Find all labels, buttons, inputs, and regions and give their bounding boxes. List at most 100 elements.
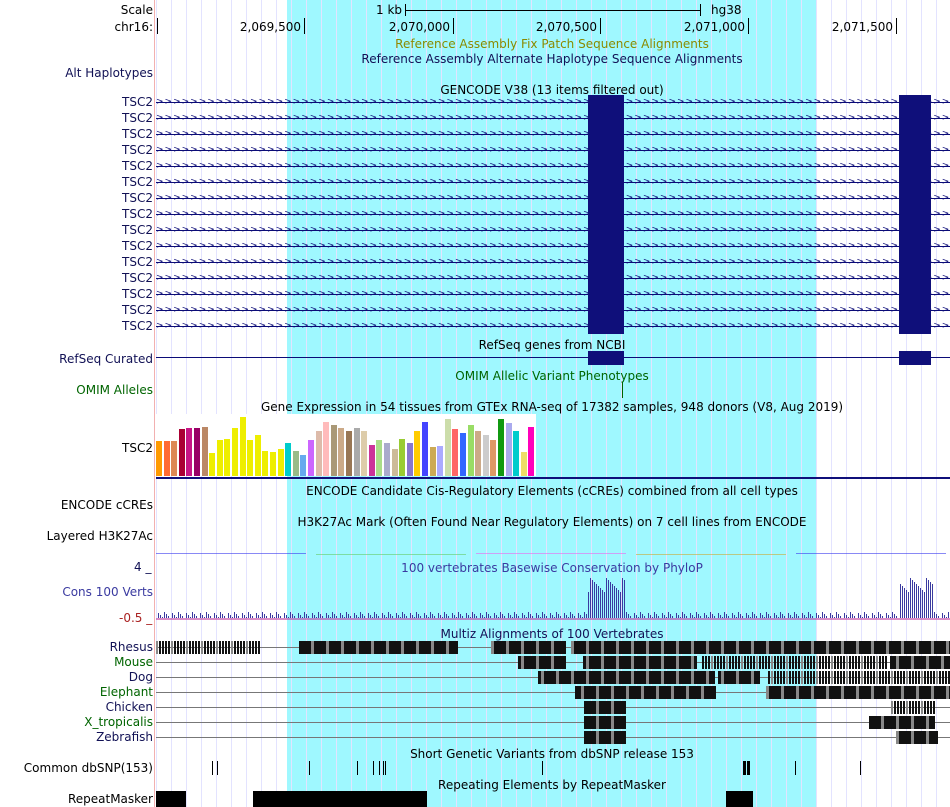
snp-marker[interactable] [357,761,358,775]
snp-marker[interactable] [385,761,386,775]
gtex-tissue-bar[interactable] [475,431,482,476]
gtex-tissue-bar[interactable] [277,449,284,476]
snp-marker[interactable] [217,761,218,775]
gencode-transcript-label[interactable]: TSC2 [122,207,153,221]
gtex-tissue-bar[interactable] [171,441,178,476]
gtex-tissue-bar[interactable] [247,440,254,476]
gencode-transcript[interactable]: >>>>>>>>>>>>>>>>>>>>>>>>>>>>>>>>>>>>>>>>… [156,318,950,334]
dbsnp-label[interactable]: Common dbSNP(153) [23,761,153,775]
gtex-tissue-bar[interactable] [178,429,185,476]
gencode-transcript-label[interactable]: TSC2 [122,239,153,253]
gtex-tissue-bar[interactable] [353,428,360,476]
gtex-tissue-bar[interactable] [520,452,527,476]
gtex-tissue-bar[interactable] [209,453,216,476]
gtex-tissue-bar[interactable] [292,451,299,476]
species-label[interactable]: Elephant [99,685,153,699]
species-label[interactable]: Chicken [105,700,153,714]
gtex-tissue-bar[interactable] [414,431,421,476]
gtex-tissue-bar[interactable] [513,431,520,476]
gencode-transcript-label[interactable]: TSC2 [122,191,153,205]
gtex-tissue-bar[interactable] [437,446,444,476]
refseq-gene[interactable] [156,351,950,365]
gencode-transcript-label[interactable]: TSC2 [122,159,153,173]
gtex-tissue-bar[interactable] [201,427,208,476]
snp-marker[interactable] [212,761,213,775]
gtex-tissue-bar[interactable] [232,428,238,476]
gencode-transcript-label[interactable]: TSC2 [122,319,153,333]
gtex-tissue-bar[interactable] [444,419,451,476]
gtex-tissue-bar[interactable] [186,428,193,476]
gencode-transcript[interactable]: >>>>>>>>>>>>>>>>>>>>>>>>>>>>>>>>>>>>>>>>… [156,126,950,142]
gtex-tissue-bar[interactable] [429,447,436,476]
gtex-tissue-bar[interactable] [315,431,322,476]
gencode-transcript[interactable]: >>>>>>>>>>>>>>>>>>>>>>>>>>>>>>>>>>>>>>>>… [156,302,950,318]
gtex-bar-chart[interactable] [156,414,536,476]
gencode-transcript-label[interactable]: TSC2 [122,111,153,125]
gencode-transcript-label[interactable]: TSC2 [122,287,153,301]
gtex-tissue-bar[interactable] [452,429,459,476]
repeat-element[interactable] [726,791,753,807]
gtex-tissue-bar[interactable] [460,433,466,476]
gencode-transcript[interactable]: >>>>>>>>>>>>>>>>>>>>>>>>>>>>>>>>>>>>>>>>… [156,238,950,254]
gtex-tissue-bar[interactable] [368,445,375,476]
gtex-tissue-bar[interactable] [399,439,406,476]
gtex-tissue-bar[interactable] [323,422,330,476]
snp-marker[interactable] [383,761,384,775]
snp-marker[interactable] [309,761,310,775]
gtex-tissue-bar[interactable] [490,440,497,476]
gencode-transcript-label[interactable]: TSC2 [122,271,153,285]
gtex-tissue-bar[interactable] [528,427,535,476]
gencode-transcript[interactable]: >>>>>>>>>>>>>>>>>>>>>>>>>>>>>>>>>>>>>>>>… [156,190,950,206]
gtex-tissue-bar[interactable] [361,431,368,476]
gencode-transcript[interactable]: >>>>>>>>>>>>>>>>>>>>>>>>>>>>>>>>>>>>>>>>… [156,174,950,190]
gtex-tissue-bar[interactable] [376,440,383,476]
species-label[interactable]: Dog [128,670,153,684]
gtex-tissue-bar[interactable] [482,435,489,476]
gtex-tissue-bar[interactable] [422,422,428,476]
gtex-tissue-bar[interactable] [239,417,246,476]
gtex-tissue-bar[interactable] [163,441,170,476]
gtex-tissue-bar[interactable] [194,428,200,476]
gencode-transcript-label[interactable]: TSC2 [122,255,153,269]
gencode-transcript[interactable]: >>>>>>>>>>>>>>>>>>>>>>>>>>>>>>>>>>>>>>>>… [156,206,950,222]
gtex-tissue-bar[interactable] [346,431,352,476]
species-label[interactable]: Rhesus [109,640,153,654]
gtex-tissue-bar[interactable] [308,440,314,476]
gtex-tissue-bar[interactable] [216,440,223,476]
gencode-transcript-label[interactable]: TSC2 [122,223,153,237]
repeat-element[interactable] [253,791,427,807]
omim-label[interactable]: OMIM Alleles [76,383,153,397]
gencode-transcript[interactable]: >>>>>>>>>>>>>>>>>>>>>>>>>>>>>>>>>>>>>>>>… [156,158,950,174]
gencode-transcript[interactable]: >>>>>>>>>>>>>>>>>>>>>>>>>>>>>>>>>>>>>>>>… [156,254,950,270]
gtex-tissue-bar[interactable] [384,443,390,476]
gencode-transcript[interactable]: >>>>>>>>>>>>>>>>>>>>>>>>>>>>>>>>>>>>>>>>… [156,286,950,302]
gtex-label[interactable]: TSC2 [122,441,153,455]
gencode-transcript-label[interactable]: TSC2 [122,175,153,189]
omim-variant-mark[interactable] [622,382,623,398]
gtex-tissue-bar[interactable] [300,455,307,476]
gtex-tissue-bar[interactable] [498,419,504,476]
gtex-tissue-bar[interactable] [406,443,413,476]
gencode-transcript[interactable]: >>>>>>>>>>>>>>>>>>>>>>>>>>>>>>>>>>>>>>>>… [156,270,950,286]
h3k27ac-label[interactable]: Layered H3K27Ac [46,529,153,543]
species-label[interactable]: Mouse [114,655,153,669]
repeatmasker-label[interactable]: RepeatMasker [67,792,153,806]
gtex-tissue-bar[interactable] [285,443,292,476]
gtex-tissue-bar[interactable] [262,451,269,476]
gtex-tissue-bar[interactable] [391,449,398,476]
gencode-transcript[interactable]: >>>>>>>>>>>>>>>>>>>>>>>>>>>>>>>>>>>>>>>>… [156,142,950,158]
gtex-tissue-bar[interactable] [224,439,231,476]
snp-marker[interactable] [743,761,746,775]
species-label[interactable]: Zebrafish [96,730,153,744]
gencode-transcript[interactable]: >>>>>>>>>>>>>>>>>>>>>>>>>>>>>>>>>>>>>>>>… [156,110,950,126]
gencode-transcript-label[interactable]: TSC2 [122,95,153,109]
gencode-transcript-label[interactable]: TSC2 [122,143,153,157]
alt-haplotypes-label[interactable]: Alt Haplotypes [65,66,153,80]
gtex-tissue-bar[interactable] [505,423,512,476]
snp-marker[interactable] [795,761,796,775]
gtex-tissue-bar[interactable] [254,435,261,476]
repeat-element[interactable] [156,791,186,807]
conservation-signal[interactable] [156,572,950,626]
snp-marker[interactable] [379,761,380,775]
snp-marker[interactable] [373,761,374,775]
